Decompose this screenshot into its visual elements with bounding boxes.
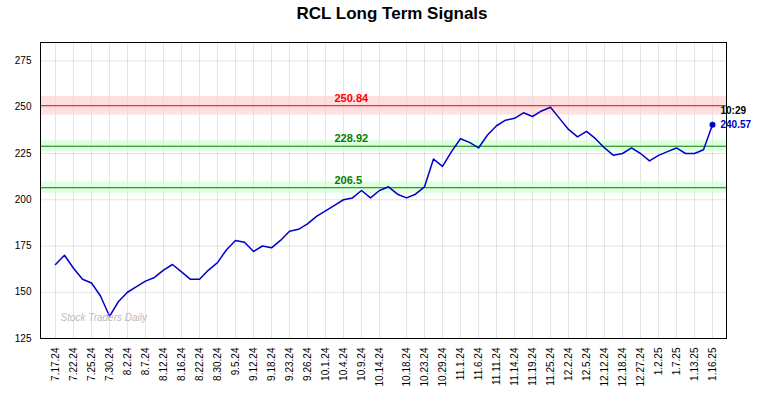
svg-text:7.30.24: 7.30.24	[104, 347, 115, 381]
svg-text:9.26.24: 9.26.24	[302, 347, 313, 381]
svg-text:8.12.24: 8.12.24	[158, 347, 169, 381]
svg-text:10.23.24: 10.23.24	[419, 347, 430, 386]
svg-text:12.2.24: 12.2.24	[563, 347, 574, 381]
svg-text:8.2.24: 8.2.24	[122, 347, 133, 375]
svg-text:275: 275	[15, 55, 32, 66]
svg-text:Stock Traders Daily: Stock Traders Daily	[61, 312, 149, 323]
svg-text:11.25.24: 11.25.24	[545, 347, 556, 386]
svg-text:175: 175	[15, 240, 32, 251]
svg-text:8.16.24: 8.16.24	[176, 347, 187, 381]
html-text:RCL Long Term Signals: RCL Long Term Signals	[296, 4, 488, 23]
svg-text:240.57: 240.57	[721, 119, 752, 130]
svg-text:206.5: 206.5	[335, 174, 363, 186]
svg-text:7.22.24: 7.22.24	[68, 347, 79, 381]
svg-text:7.25.24: 7.25.24	[86, 347, 97, 381]
svg-text:10.1.24: 10.1.24	[320, 347, 331, 381]
svg-text:11.14.24: 11.14.24	[509, 347, 520, 386]
svg-text:1.16.25: 1.16.25	[707, 347, 718, 381]
svg-text:9.18.24: 9.18.24	[266, 347, 277, 381]
svg-text:200: 200	[15, 194, 32, 205]
svg-text:1.2.25: 1.2.25	[653, 347, 664, 375]
svg-text:11.11.24: 11.11.24	[491, 347, 502, 385]
svg-text:10.18.24: 10.18.24	[401, 347, 412, 386]
svg-text:8.22.24: 8.22.24	[194, 347, 205, 381]
svg-text:125: 125	[15, 333, 32, 344]
svg-text:9.23.24: 9.23.24	[284, 347, 295, 381]
svg-text:1.7.25: 1.7.25	[671, 347, 682, 375]
svg-text:10.4.24: 10.4.24	[338, 347, 349, 381]
svg-text:150: 150	[15, 286, 32, 297]
svg-text:12.18.24: 12.18.24	[617, 347, 628, 386]
svg-text:12.5.24: 12.5.24	[581, 347, 592, 381]
svg-text:10.29.24: 10.29.24	[437, 347, 448, 386]
svg-text:11.1.24: 11.1.24	[455, 347, 466, 380]
svg-text:12.27.24: 12.27.24	[635, 347, 646, 386]
svg-text:10.9.24: 10.9.24	[356, 347, 367, 381]
svg-text:8.7.24: 8.7.24	[140, 347, 151, 375]
svg-text:8.30.24: 8.30.24	[212, 347, 223, 381]
svg-text:1.13.25: 1.13.25	[689, 347, 700, 381]
svg-text:9.12.24: 9.12.24	[248, 347, 259, 381]
svg-text:225: 225	[15, 148, 32, 159]
svg-text:12.12.24: 12.12.24	[599, 347, 610, 386]
svg-text:11.6.24: 11.6.24	[473, 347, 484, 380]
svg-text:7.17.24: 7.17.24	[50, 347, 61, 381]
svg-text:10:29: 10:29	[721, 105, 747, 116]
svg-text:10.14.24: 10.14.24	[374, 347, 385, 386]
svg-text:250: 250	[15, 101, 32, 112]
svg-text:9.5.24: 9.5.24	[230, 347, 241, 375]
svg-text:250.84: 250.84	[335, 92, 370, 104]
svg-text:11.19.24: 11.19.24	[527, 347, 538, 386]
svg-text:228.92: 228.92	[335, 132, 369, 144]
